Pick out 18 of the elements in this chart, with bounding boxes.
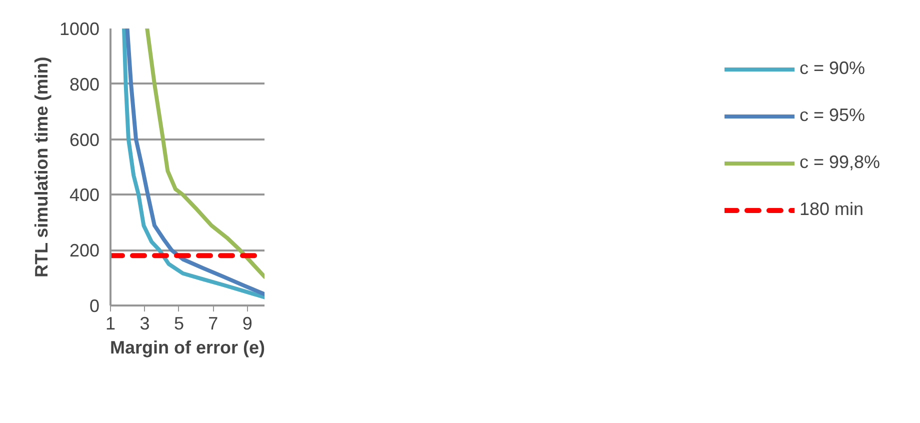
- legend-label: 180 min: [799, 199, 864, 220]
- x-axis-title: Margin of error (e): [110, 338, 266, 358]
- x-tick-label: 3: [140, 314, 150, 334]
- y-tick-label: 400: [69, 185, 100, 206]
- legend-label: c = 99,8%: [799, 152, 880, 173]
- legend-label: c = 95%: [799, 105, 865, 126]
- x-tick-label: 7: [208, 314, 218, 334]
- y-tick-label: 600: [69, 130, 100, 150]
- x-tick-label: 9: [242, 314, 252, 334]
- y-tick-label: 800: [69, 74, 100, 94]
- legend-label: c = 90%: [799, 58, 865, 79]
- x-tick-label: 1: [105, 314, 116, 334]
- line-series: [145, 28, 264, 279]
- y-axis-title: RTL simulation time (min): [31, 56, 52, 278]
- x-tick-label: 5: [174, 314, 184, 334]
- y-tick-label: 200: [69, 240, 100, 261]
- y-tick-label: 1000: [59, 19, 100, 39]
- y-tick-label: 0: [89, 296, 100, 316]
